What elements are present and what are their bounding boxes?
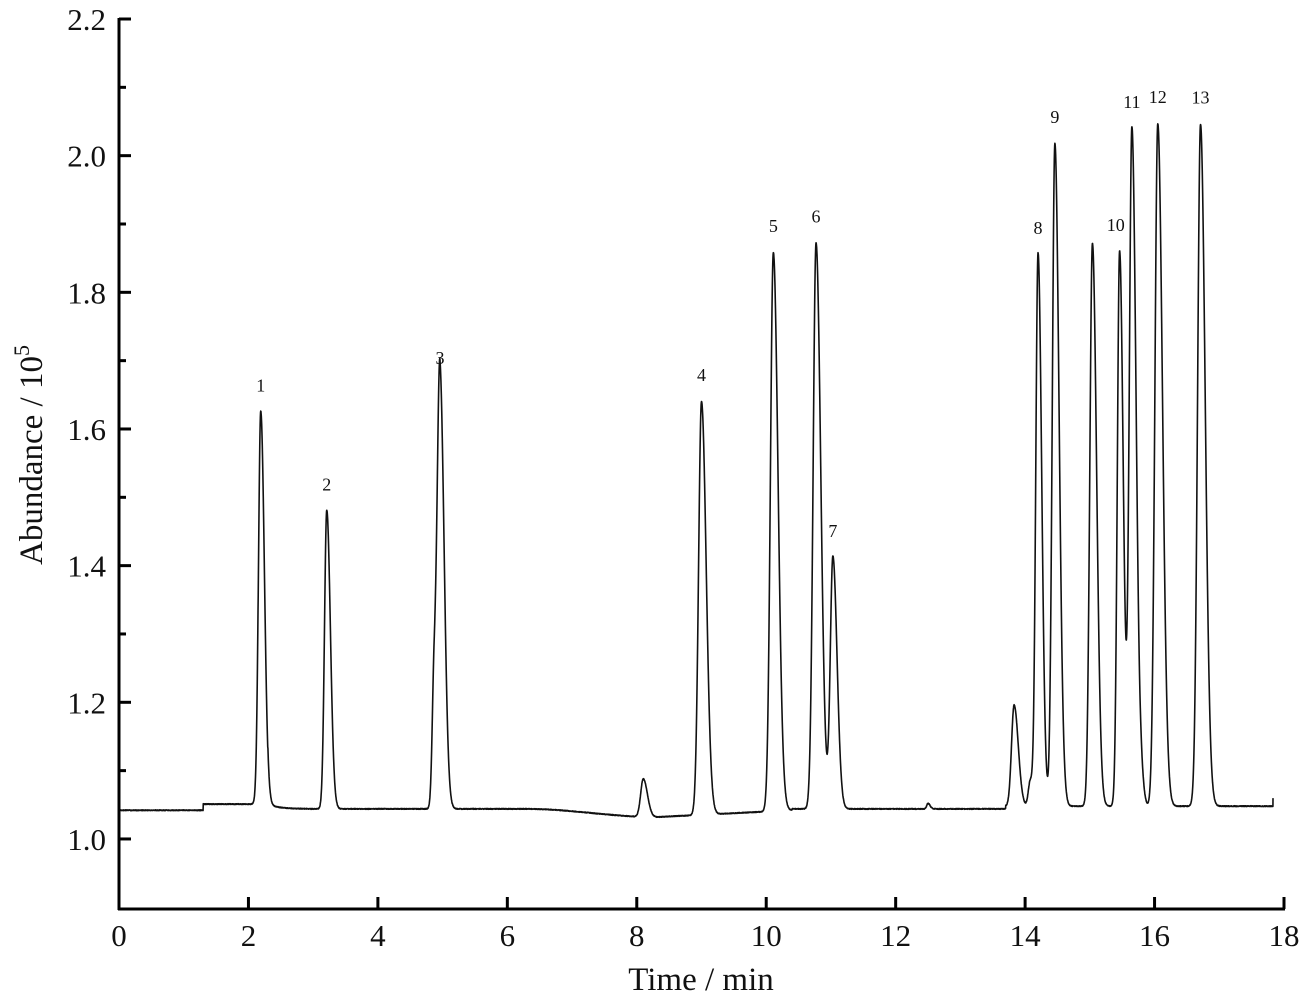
- x-tick-label: 0: [111, 918, 127, 953]
- peak-label-1: 1: [256, 375, 265, 395]
- chromatogram-trace: [119, 124, 1273, 817]
- peak-label-6: 6: [812, 207, 821, 227]
- y-tick-label: 1.8: [67, 275, 106, 310]
- peak-label-10: 10: [1107, 215, 1125, 235]
- peak-label-12: 12: [1149, 87, 1167, 107]
- peak-label-2: 2: [322, 474, 331, 494]
- x-axis-title: Time / min: [628, 962, 774, 998]
- peak-label-4: 4: [697, 365, 706, 385]
- x-tick-label: 18: [1269, 918, 1300, 953]
- y-tick-label: 1.6: [67, 412, 106, 447]
- y-tick-label: 1.4: [67, 549, 106, 584]
- y-axis-title-text: Abundance / 10: [14, 356, 50, 565]
- peak-label-9: 9: [1050, 107, 1059, 127]
- y-axis-title: Abundance / 105: [9, 345, 50, 565]
- x-tick-label: 6: [500, 918, 516, 953]
- x-tick-label: 16: [1139, 918, 1170, 953]
- peak-label-13: 13: [1192, 88, 1210, 108]
- x-tick-label: 12: [880, 918, 911, 953]
- peak-label-8: 8: [1034, 218, 1043, 238]
- x-axis-ticks: 0 2 4 6 8 10 12 14 16 18: [111, 897, 1299, 953]
- y-axis-ticks: 1.0 1.2 1.4 1.6 1.8 2.0 2.2: [67, 2, 131, 857]
- axes: 0 2 4 6 8 10 12 14 16 18 1.01.21.41.61.82.02.2: [67, 2, 1299, 953]
- y-tick-label: 1.2: [67, 685, 106, 720]
- x-tick-label: 14: [1010, 918, 1042, 953]
- x-tick-label: 4: [370, 918, 386, 953]
- x-tick-label: 10: [751, 918, 782, 953]
- peak-label-5: 5: [769, 216, 778, 236]
- peak-labels: 12345 67891011 12 13: [256, 87, 1209, 541]
- y-tick-label: 2.0: [67, 139, 106, 174]
- y-tick-label: 1.0: [67, 822, 106, 857]
- y-tick-label: 2.2: [67, 2, 106, 37]
- peak-label-7: 7: [828, 521, 837, 541]
- y-axis-title-exponent: 5: [9, 345, 34, 356]
- chromatogram-line: [119, 124, 1273, 817]
- chromatogram-chart: 0 2 4 6 8 10 12 14 16 18 1.01.21.41.61.82.02.2 12…: [0, 0, 1306, 1000]
- x-tick-label: 8: [629, 918, 645, 953]
- peak-label-3: 3: [436, 348, 445, 368]
- peak-label-11: 11: [1123, 92, 1140, 112]
- x-tick-label: 2: [241, 918, 257, 953]
